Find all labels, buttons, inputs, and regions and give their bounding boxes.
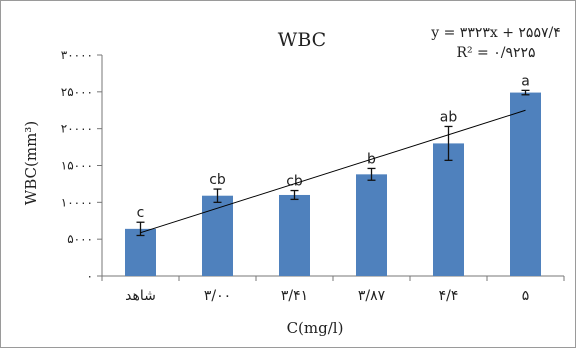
bar (279, 194, 310, 276)
trendline-group (140, 109, 526, 234)
y-tick-label: ۵۰۰۰ (67, 232, 93, 246)
x-tick-label: ۳/۴۱ (281, 288, 308, 304)
y-axis-label: WBC(mm³) (22, 121, 40, 205)
error-bars (136, 89, 530, 237)
x-tick-label: ۴/۴ (439, 288, 459, 304)
y-tick-label: ۲۵۰۰۰ (61, 85, 93, 99)
y-tick-label: ۳۰۰۰۰ (61, 48, 93, 62)
bar (510, 92, 541, 276)
trendline (140, 109, 526, 234)
x-tick-label: ۳/۰۰ (204, 288, 231, 304)
significance-letter: cb (209, 172, 226, 188)
significance-letter: c (137, 205, 145, 221)
significance-letter: ab (440, 109, 458, 125)
x-axis-label: C(mg/l) (287, 319, 344, 337)
bar (202, 195, 233, 276)
bar (356, 174, 387, 276)
trendline-equation: y = ۳۳۲۳x + ۲۵۵۷/۴ (430, 25, 560, 41)
r-squared-label: R² = ۰/۹۲۲۵ (456, 45, 535, 61)
y-tick-label: ۱۵۰۰۰ (61, 159, 93, 173)
y-tick-label: ۱۰۰۰۰ (61, 195, 93, 209)
bars (125, 92, 541, 276)
y-tick-label: ۲۰۰۰۰ (61, 122, 93, 136)
significance-letter: a (521, 73, 530, 89)
x-tick-label: ۳/۸۷ (358, 288, 386, 304)
bar (125, 228, 156, 276)
x-axis: شاهد ۳/۰۰ ۳/۴۱ ۳/۸۷ ۴/۴ ۵ (101, 275, 565, 304)
bar (433, 143, 464, 276)
chart-title: WBC (278, 29, 326, 51)
x-tick-label: ۵ (522, 288, 530, 304)
y-axis: ۰ ۵۰۰۰ ۱۰۰۰۰ ۱۵۰۰۰ ۲۰۰۰۰ ۲۵۰۰۰ ۳۰۰۰۰ (61, 48, 103, 283)
x-tick-label: شاهد (125, 288, 156, 304)
y-tick-label: ۰ (87, 269, 93, 283)
